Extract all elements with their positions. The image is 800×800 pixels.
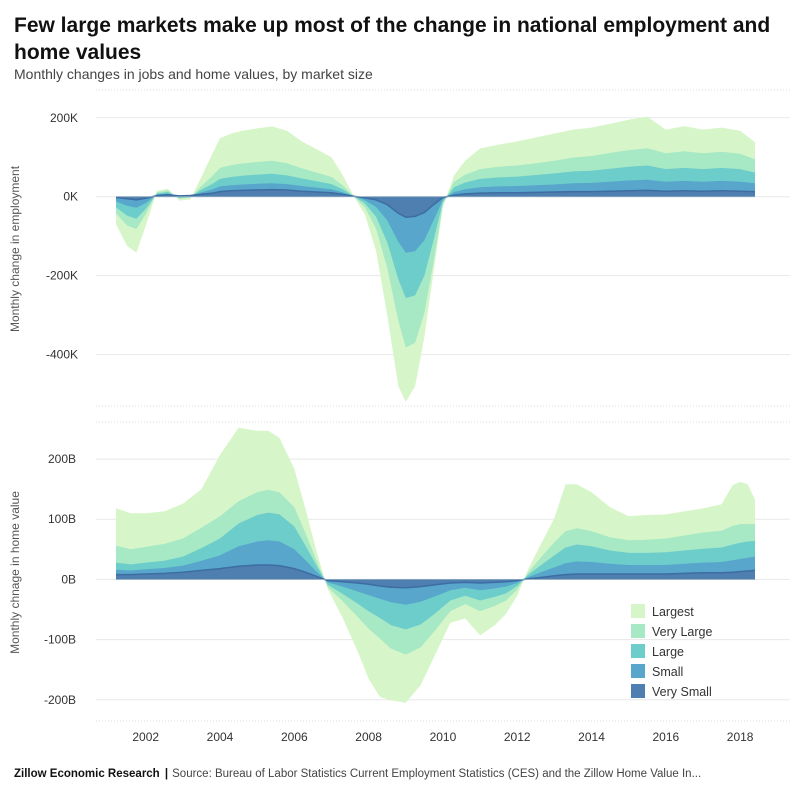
line-very-small bbox=[116, 564, 756, 589]
y-tick-label: 200K bbox=[50, 111, 78, 125]
x-tick-label: 2010 bbox=[430, 730, 457, 744]
footer-brand: Zillow Economic Research bbox=[14, 768, 160, 780]
y-tick-label: 100B bbox=[48, 512, 76, 526]
x-tick-label: 2006 bbox=[281, 730, 308, 744]
employment-chart: 200K 0K -200K -400K Monthly change in employ… bbox=[8, 89, 790, 407]
legend-swatch-very-small bbox=[631, 684, 645, 698]
x-tick-label: 2018 bbox=[727, 730, 754, 744]
legend-swatch-small bbox=[631, 664, 645, 678]
y-tick-label: -400K bbox=[46, 348, 78, 362]
y-axis-label: Monthly chnage in home value bbox=[8, 491, 22, 654]
home-value-chart: 200B 100B 0B -100B -200B Monthly chnage in ho… bbox=[8, 421, 790, 722]
area-very-large bbox=[116, 148, 755, 348]
footer-source: Source: Bureau of Labor Statistics Curre… bbox=[172, 768, 702, 780]
y-axis-label: Monthly change in employment bbox=[8, 165, 22, 332]
y-tick-label: 0K bbox=[63, 190, 78, 204]
area-small bbox=[116, 179, 755, 253]
x-tick-label: 2004 bbox=[207, 730, 234, 744]
legend-label-large: Large bbox=[652, 645, 684, 659]
x-axis: 2002 2004 2006 2008 2010 2012 2014 2016 2018 bbox=[132, 730, 753, 744]
x-tick-label: 2008 bbox=[355, 730, 382, 744]
x-tick-label: 2002 bbox=[132, 730, 159, 744]
area-large bbox=[116, 165, 755, 299]
x-tick-label: 2014 bbox=[578, 730, 605, 744]
chart-title: Few large markets make up most of the ch… bbox=[14, 14, 771, 64]
y-tick-label: -100B bbox=[44, 633, 76, 647]
legend: Largest Very Large Large Small Very Small bbox=[631, 604, 713, 699]
y-tick-label: 0B bbox=[61, 572, 76, 586]
chart-subtitle: Monthly changes in jobs and home values,… bbox=[14, 66, 373, 82]
x-tick-label: 2012 bbox=[504, 730, 531, 744]
legend-swatch-very-large bbox=[631, 624, 645, 638]
legend-label-very-small: Very Small bbox=[652, 685, 712, 699]
legend-label-largest: Largest bbox=[652, 605, 694, 619]
legend-label-very-large: Very Large bbox=[652, 625, 713, 639]
footer-separator: | bbox=[164, 768, 169, 780]
y-tick-label: -200K bbox=[46, 269, 78, 283]
line-very-small bbox=[115, 188, 756, 218]
x-tick-label: 2016 bbox=[652, 730, 679, 744]
y-tick-label: -200B bbox=[44, 693, 76, 707]
area-very-small bbox=[116, 565, 755, 588]
legend-swatch-largest bbox=[631, 604, 645, 618]
y-tick-label: 200B bbox=[48, 452, 76, 466]
legend-label-small: Small bbox=[652, 665, 683, 679]
footer: Zillow Economic Research | Source: Bureau… bbox=[14, 768, 794, 780]
legend-swatch-large bbox=[631, 644, 645, 658]
area-small bbox=[116, 540, 755, 605]
